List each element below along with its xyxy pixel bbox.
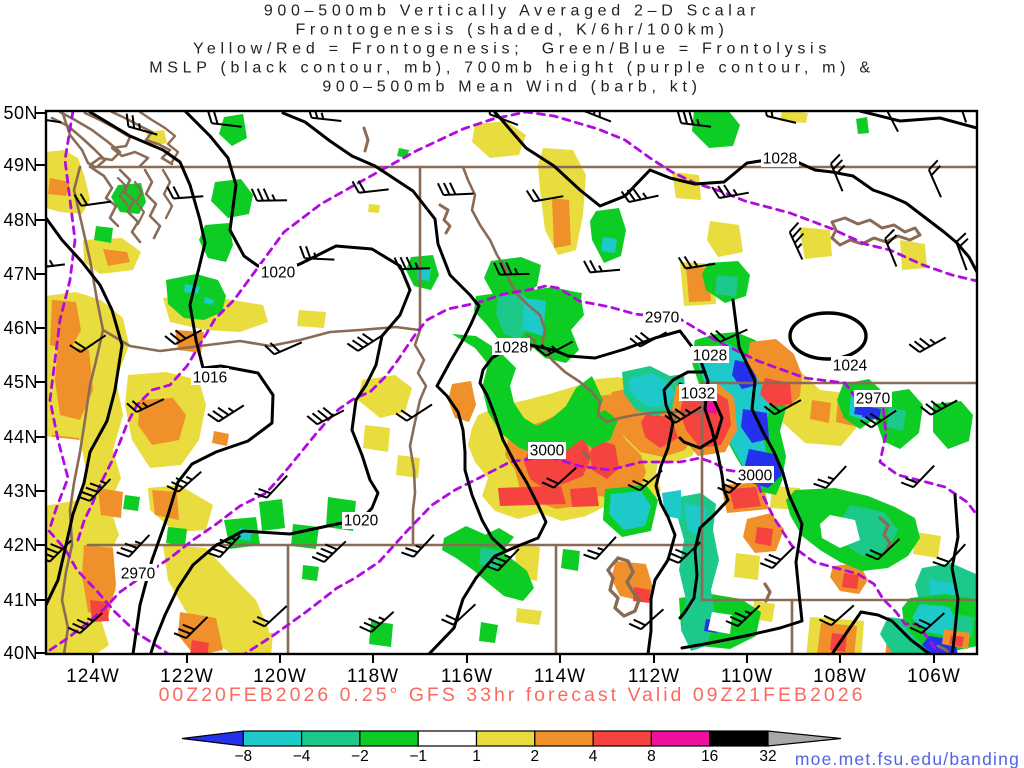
- svg-text:42N: 42N: [3, 535, 38, 555]
- svg-text:108W: 108W: [813, 666, 867, 687]
- svg-text:1028: 1028: [693, 348, 727, 365]
- svg-text:Frontogenesis (shaded, K/6hr/1: Frontogenesis (shaded, K/6hr/100km): [295, 22, 728, 39]
- svg-text:1020: 1020: [261, 265, 296, 282]
- svg-text:120W: 120W: [253, 666, 307, 687]
- svg-text:Yellow/Red = Frontogenesis; G: Yellow/Red = Frontogenesis; Green/Blue =…: [193, 41, 831, 58]
- svg-text:32: 32: [759, 748, 776, 765]
- svg-text:moe.met.fsu.edu/banding: moe.met.fsu.edu/banding: [795, 749, 1020, 768]
- svg-text:124W: 124W: [66, 666, 120, 687]
- svg-text:118W: 118W: [347, 666, 399, 687]
- svg-text:3000: 3000: [530, 443, 565, 460]
- svg-text:114W: 114W: [534, 666, 586, 687]
- svg-text:2970: 2970: [645, 310, 680, 327]
- svg-text:1028: 1028: [494, 340, 528, 357]
- svg-text:8: 8: [647, 748, 656, 765]
- svg-text:1: 1: [472, 748, 481, 765]
- svg-text:44N: 44N: [3, 427, 38, 447]
- svg-text:−2: −2: [351, 748, 369, 765]
- svg-text:MSLP (black contour, mb), 700m: MSLP (black contour, mb), 700mb height (…: [149, 60, 874, 77]
- svg-text:−1: −1: [409, 748, 427, 765]
- svg-text:1016: 1016: [193, 370, 227, 387]
- svg-text:45N: 45N: [3, 372, 38, 392]
- svg-text:2970: 2970: [856, 391, 891, 408]
- svg-text:1024: 1024: [833, 358, 868, 375]
- svg-text:1028: 1028: [763, 151, 797, 168]
- svg-text:122W: 122W: [160, 666, 214, 687]
- svg-text:900–500mb Vertically Averaged: 900–500mb Vertically Averaged 2–D Scalar: [264, 3, 760, 20]
- svg-text:2: 2: [530, 748, 539, 765]
- svg-text:46N: 46N: [3, 318, 38, 338]
- svg-text:1032: 1032: [681, 386, 715, 403]
- svg-text:40N: 40N: [3, 643, 38, 663]
- svg-text:116W: 116W: [441, 666, 493, 687]
- svg-text:41N: 41N: [3, 590, 38, 610]
- svg-text:110W: 110W: [721, 666, 773, 687]
- svg-text:4: 4: [589, 748, 598, 765]
- svg-text:−4: −4: [293, 748, 311, 765]
- svg-text:00Z20FEB2026 0.25° GFS 33hr fo: 00Z20FEB2026 0.25° GFS 33hr forecast Val…: [159, 684, 866, 706]
- svg-text:48N: 48N: [3, 210, 38, 230]
- svg-text:16: 16: [701, 748, 718, 765]
- svg-text:2970: 2970: [121, 566, 156, 583]
- svg-text:49N: 49N: [3, 155, 38, 175]
- svg-text:1020: 1020: [344, 513, 379, 530]
- svg-text:112W: 112W: [628, 666, 680, 687]
- svg-text:−8: −8: [234, 748, 252, 765]
- svg-text:47N: 47N: [3, 264, 38, 284]
- svg-text:50N: 50N: [3, 103, 38, 123]
- svg-text:900–500mb Mean Wind (barb, kt): 900–500mb Mean Wind (barb, kt): [322, 79, 701, 96]
- svg-text:3000: 3000: [738, 468, 773, 485]
- svg-text:43N: 43N: [3, 481, 38, 501]
- svg-text:106W: 106W: [907, 666, 961, 687]
